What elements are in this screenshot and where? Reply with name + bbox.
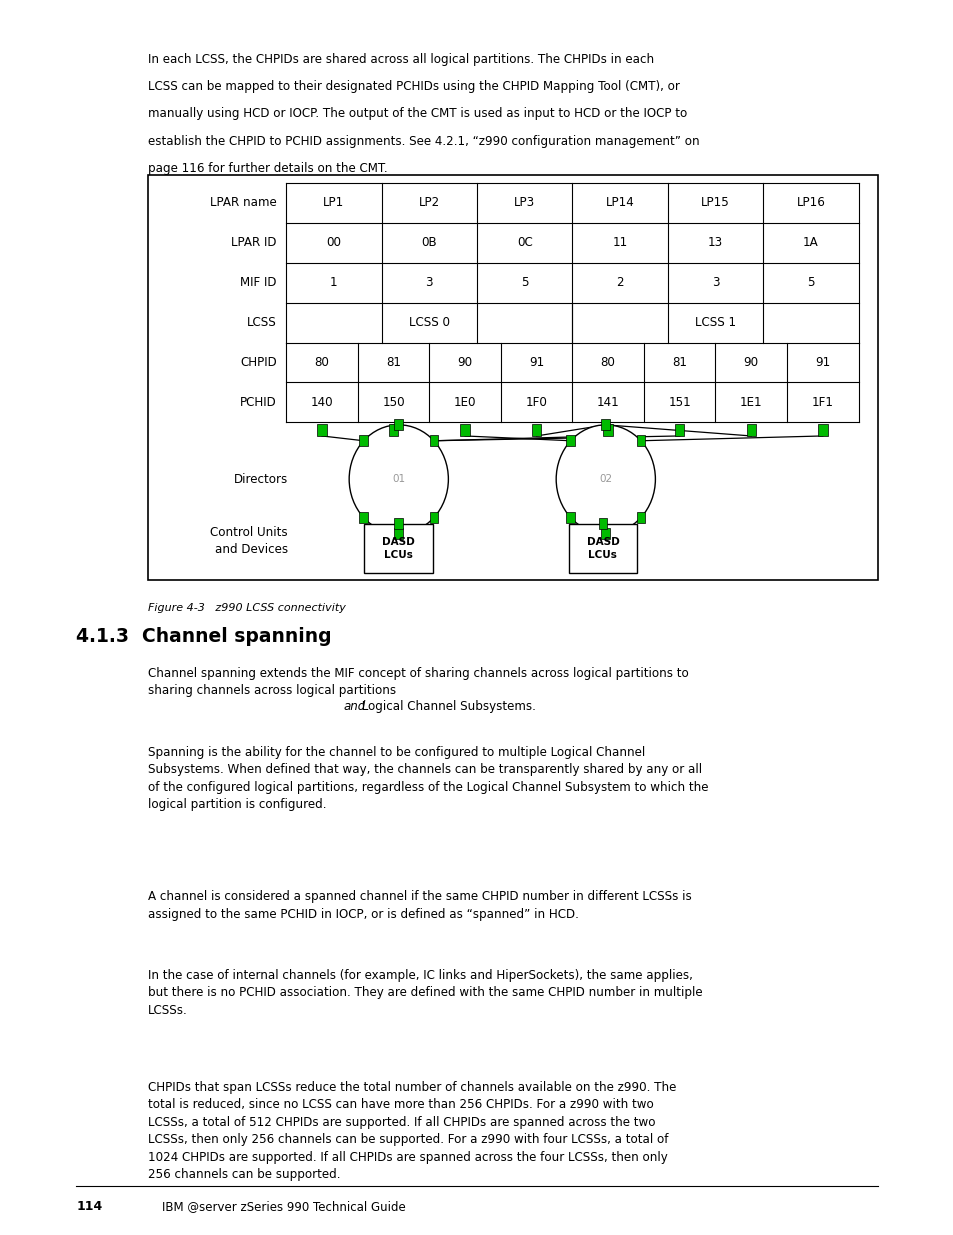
- Text: LCSS 0: LCSS 0: [409, 316, 449, 329]
- Bar: [598, 517, 607, 529]
- Text: 1E1: 1E1: [740, 396, 761, 409]
- Bar: [566, 435, 575, 446]
- Text: 1F1: 1F1: [811, 396, 833, 409]
- Bar: [429, 513, 437, 524]
- Text: 11: 11: [612, 236, 627, 249]
- Text: LP2: LP2: [418, 196, 439, 209]
- Bar: [389, 424, 398, 436]
- Text: LPAR name: LPAR name: [210, 196, 276, 209]
- Text: 13: 13: [707, 236, 722, 249]
- Text: Channel spanning extends the MIF concept of sharing channels across logical part: Channel spanning extends the MIF concept…: [148, 667, 688, 698]
- Text: Spanning is the ability for the channel to be configured to multiple Logical Cha: Spanning is the ability for the channel …: [148, 746, 708, 811]
- Bar: [602, 424, 612, 436]
- Text: In the case of internal channels (for example, IC links and HiperSockets), the s: In the case of internal channels (for ex…: [148, 969, 701, 1016]
- Bar: [818, 424, 827, 436]
- Text: LCSS: LCSS: [247, 316, 276, 329]
- Text: 0C: 0C: [517, 236, 532, 249]
- Bar: [429, 435, 437, 446]
- Bar: [674, 424, 683, 436]
- Text: 5: 5: [806, 277, 814, 289]
- Text: 150: 150: [382, 396, 404, 409]
- Text: In each LCSS, the CHPIDs are shared across all logical partitions. The CHPIDs in: In each LCSS, the CHPIDs are shared acro…: [148, 53, 654, 67]
- Text: MIF ID: MIF ID: [240, 277, 276, 289]
- Text: 91: 91: [529, 356, 543, 369]
- Text: 0B: 0B: [421, 236, 436, 249]
- Text: Figure 4-3   z990 LCSS connectivity: Figure 4-3 z990 LCSS connectivity: [148, 603, 345, 613]
- Text: LCSS can be mapped to their designated PCHIDs using the CHPID Mapping Tool (CMT): LCSS can be mapped to their designated P…: [148, 80, 679, 94]
- Bar: [359, 513, 368, 524]
- Bar: [460, 424, 470, 436]
- Bar: [394, 517, 402, 529]
- Bar: [394, 529, 402, 538]
- Text: CHPID: CHPID: [239, 356, 276, 369]
- Bar: [745, 424, 755, 436]
- Bar: [600, 529, 610, 538]
- Text: LP15: LP15: [700, 196, 729, 209]
- Text: A channel is considered a spanned channel if the same CHPID number in different : A channel is considered a spanned channe…: [148, 890, 691, 921]
- Bar: [148, 175, 877, 580]
- Ellipse shape: [556, 425, 655, 534]
- Text: 90: 90: [457, 356, 472, 369]
- Text: Directors: Directors: [233, 473, 288, 485]
- Ellipse shape: [349, 425, 448, 534]
- Text: LP16: LP16: [796, 196, 824, 209]
- Text: 02: 02: [598, 474, 612, 484]
- Text: LP3: LP3: [514, 196, 535, 209]
- Text: 4.1.3  Channel spanning: 4.1.3 Channel spanning: [76, 627, 332, 646]
- Bar: [531, 424, 540, 436]
- Text: Control Units
and Devices: Control Units and Devices: [211, 526, 288, 556]
- Bar: [568, 524, 637, 573]
- Bar: [394, 419, 402, 430]
- Bar: [636, 513, 644, 524]
- Text: 114: 114: [76, 1200, 103, 1214]
- Text: PCHID: PCHID: [239, 396, 276, 409]
- Text: 141: 141: [597, 396, 618, 409]
- Text: DASD
LCUs: DASD LCUs: [382, 537, 415, 559]
- Text: 3: 3: [425, 277, 433, 289]
- Text: 90: 90: [743, 356, 758, 369]
- Text: 91: 91: [815, 356, 829, 369]
- Text: 1: 1: [330, 277, 337, 289]
- Text: LP14: LP14: [605, 196, 634, 209]
- Text: 81: 81: [386, 356, 400, 369]
- Bar: [316, 424, 326, 436]
- Text: LP1: LP1: [323, 196, 344, 209]
- Text: 151: 151: [668, 396, 690, 409]
- Text: establish the CHPID to PCHID assignments. See 4.2.1, “z990 configuration managem: establish the CHPID to PCHID assignments…: [148, 135, 699, 148]
- Text: LPAR ID: LPAR ID: [231, 236, 276, 249]
- Text: IBM @server zSeries 990 Technical Guide: IBM @server zSeries 990 Technical Guide: [162, 1200, 406, 1214]
- Text: page 116 for further details on the CMT.: page 116 for further details on the CMT.: [148, 162, 387, 175]
- Bar: [364, 524, 433, 573]
- Text: 3: 3: [711, 277, 719, 289]
- Text: 00: 00: [326, 236, 341, 249]
- Text: 80: 80: [314, 356, 329, 369]
- Text: CHPIDs that span LCSSs reduce the total number of channels available on the z990: CHPIDs that span LCSSs reduce the total …: [148, 1081, 676, 1181]
- Text: manually using HCD or IOCP. The output of the CMT is used as input to HCD or the: manually using HCD or IOCP. The output o…: [148, 107, 686, 121]
- Text: DASD
LCUs: DASD LCUs: [586, 537, 618, 559]
- Text: and: and: [344, 700, 366, 713]
- Bar: [636, 435, 644, 446]
- Text: 1F0: 1F0: [525, 396, 547, 409]
- Text: Logical Channel Subsystems.: Logical Channel Subsystems.: [357, 700, 535, 713]
- Bar: [359, 435, 368, 446]
- Bar: [566, 513, 575, 524]
- Text: 81: 81: [672, 356, 686, 369]
- Text: 01: 01: [392, 474, 405, 484]
- Bar: [600, 419, 610, 430]
- Text: 1E0: 1E0: [454, 396, 476, 409]
- Text: 1A: 1A: [802, 236, 818, 249]
- Text: 2: 2: [616, 277, 623, 289]
- Text: 140: 140: [311, 396, 333, 409]
- Text: 80: 80: [600, 356, 615, 369]
- Text: 5: 5: [520, 277, 528, 289]
- Text: LCSS 1: LCSS 1: [694, 316, 736, 329]
